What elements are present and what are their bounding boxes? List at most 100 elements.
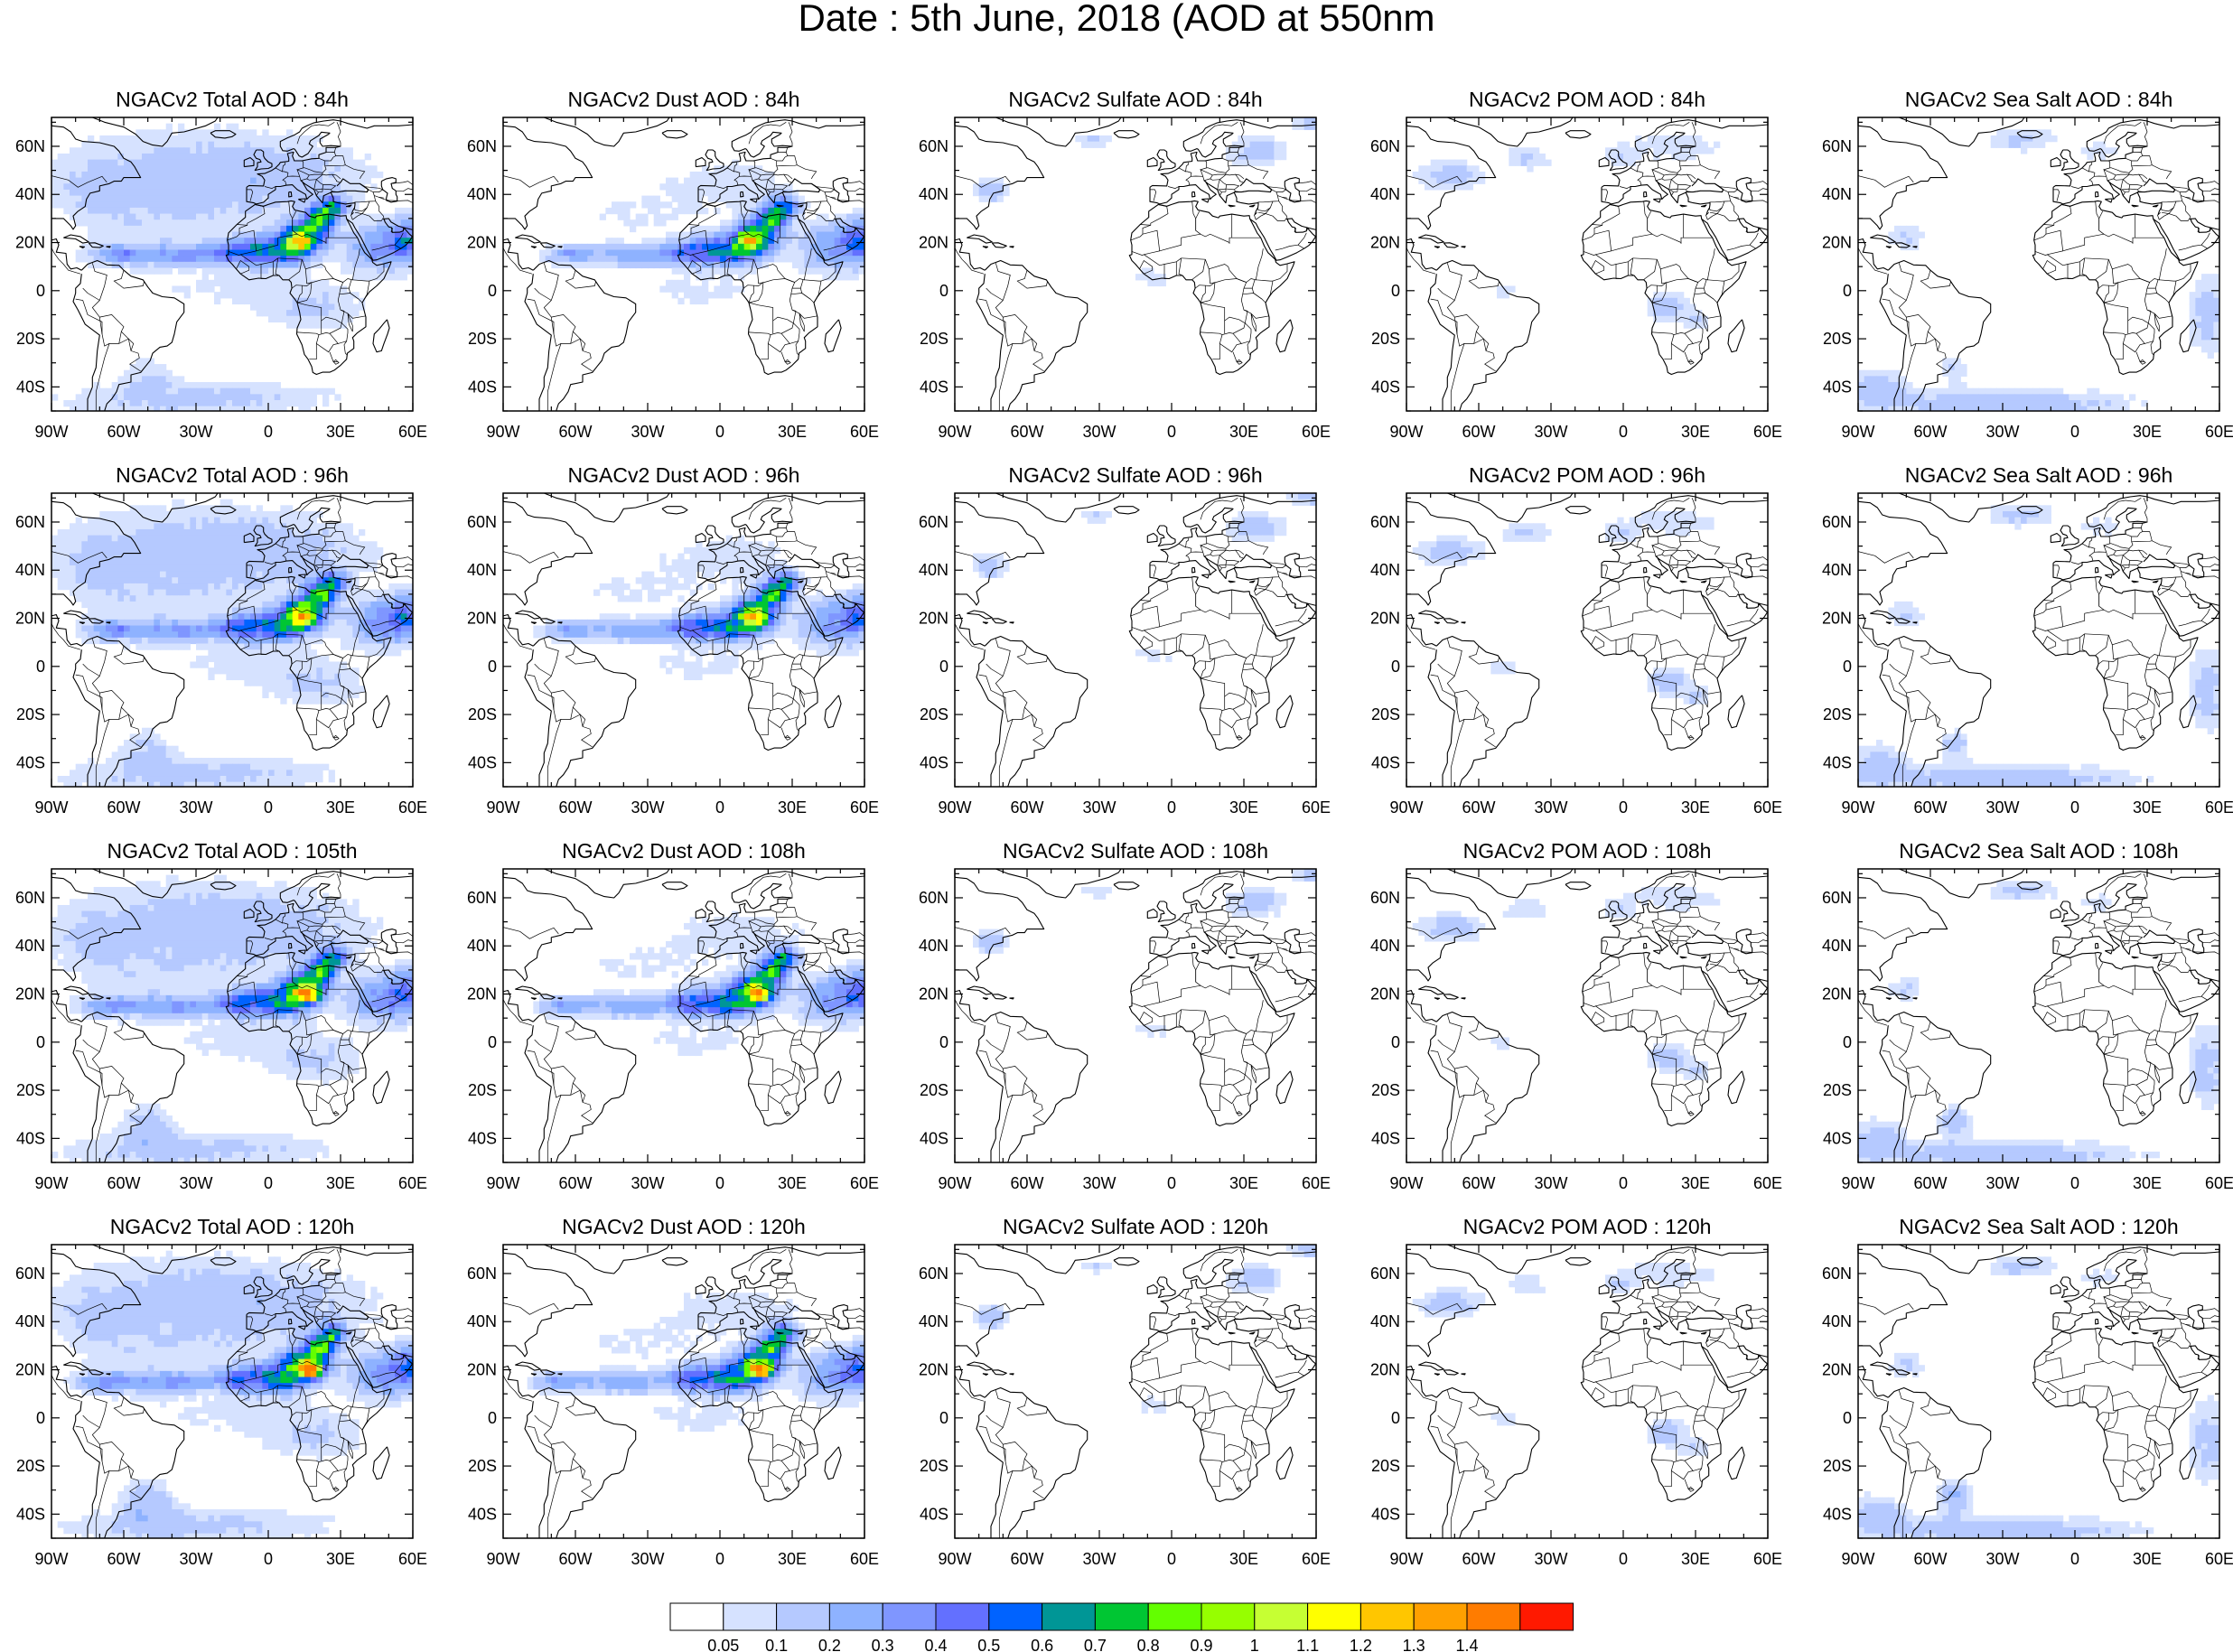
lat-tick-label: 0 bbox=[36, 1409, 45, 1427]
lon-tick-label: 60W bbox=[1010, 423, 1043, 441]
map-panel: NGACv2 Total AOD : 120h 90W 60W 30W 0 30E 60E 6… bbox=[15, 1215, 427, 1568]
colorbar-swatch bbox=[723, 1602, 778, 1631]
map-panel: NGACv2 Sulfate AOD : 120h 90W 60W 30W 0 30E 60… bbox=[919, 1215, 1331, 1568]
country-borders bbox=[503, 498, 864, 787]
lon-tick-label: 0 bbox=[1619, 1174, 1628, 1192]
lat-tick-label: 40N bbox=[467, 185, 497, 203]
lon-tick-label: 60W bbox=[1462, 423, 1495, 441]
lat-tick-label: 0 bbox=[1391, 1409, 1400, 1427]
panel-title: NGACv2 Total AOD : 84h bbox=[116, 88, 349, 111]
lon-tick-label: 30E bbox=[326, 423, 355, 441]
colorbar-swatch bbox=[1413, 1602, 1468, 1631]
lon-tick-label: 30W bbox=[1985, 798, 2019, 817]
coastlines bbox=[955, 493, 1316, 787]
lon-tick-label: 30E bbox=[778, 1550, 807, 1568]
panel-title: NGACv2 Total AOD : 105th bbox=[107, 839, 358, 863]
lon-tick-label: 60E bbox=[2205, 423, 2233, 441]
map-frame bbox=[954, 1244, 1317, 1539]
ticks bbox=[51, 493, 414, 788]
lon-tick-label: 30E bbox=[2133, 423, 2162, 441]
panel-title: NGACv2 Total AOD : 120h bbox=[110, 1215, 355, 1238]
panel-title: NGACv2 Sea Salt AOD : 96h bbox=[1905, 463, 2173, 487]
lat-tick-label: 20S bbox=[16, 1081, 45, 1099]
map-frame bbox=[1857, 868, 2220, 1163]
lat-tick-label: 20S bbox=[1371, 330, 1400, 348]
lon-tick-label: 60E bbox=[1302, 1550, 1331, 1568]
lon-tick-label: 0 bbox=[1167, 423, 1176, 441]
lon-tick-label: 60E bbox=[1302, 798, 1331, 817]
colorbar-label: 1.4 bbox=[1455, 1637, 1478, 1652]
lon-tick-label: 90W bbox=[938, 423, 971, 441]
panel-title: NGACv2 POM AOD : 96h bbox=[1469, 463, 1705, 487]
colorbar-swatch bbox=[1254, 1602, 1309, 1631]
colorbar-label: 0.05 bbox=[707, 1637, 739, 1652]
coastlines bbox=[1858, 1245, 2219, 1538]
lon-tick-label: 60E bbox=[850, 1174, 879, 1192]
coastlines bbox=[503, 1245, 864, 1538]
lat-tick-label: 40N bbox=[919, 1312, 948, 1330]
lon-tick-label: 90W bbox=[1841, 1550, 1874, 1568]
lat-tick-label: 20S bbox=[1823, 330, 1852, 348]
lat-tick-label: 60N bbox=[15, 1265, 45, 1283]
lon-tick-label: 30W bbox=[1082, 1550, 1116, 1568]
lat-tick-label: 40N bbox=[15, 185, 45, 203]
panel-title: NGACv2 Dust AOD : 84h bbox=[568, 88, 800, 111]
map-panel: NGACv2 POM AOD : 120h 90W 60W 30W 0 30E 60E 60N… bbox=[1370, 1215, 1782, 1568]
lon-tick-label: 60W bbox=[107, 1174, 140, 1192]
lon-tick-label: 60E bbox=[1302, 423, 1331, 441]
colorbar-label: 0.1 bbox=[765, 1637, 788, 1652]
coastlines bbox=[1858, 869, 2219, 1162]
lon-tick-label: 60W bbox=[107, 1550, 140, 1568]
colorbar-swatch bbox=[1094, 1602, 1149, 1631]
lon-tick-label: 60E bbox=[398, 423, 427, 441]
lon-tick-label: 90W bbox=[1841, 1174, 1874, 1192]
lon-tick-label: 30W bbox=[1985, 1174, 2019, 1192]
map-panel: NGACv2 POM AOD : 108h 90W 60W 30W 0 30E 60E 60N… bbox=[1370, 839, 1782, 1192]
lat-tick-label: 60N bbox=[15, 513, 45, 531]
lat-tick-label: 40S bbox=[16, 1505, 45, 1523]
colorbar-swatch bbox=[1466, 1602, 1521, 1631]
map-frame bbox=[502, 1244, 865, 1539]
lon-tick-label: 0 bbox=[264, 1174, 273, 1192]
map-frame bbox=[502, 117, 865, 412]
lat-tick-label: 40N bbox=[1370, 1312, 1400, 1330]
lat-tick-label: 20N bbox=[15, 610, 45, 628]
map-frame bbox=[51, 1244, 414, 1539]
lon-tick-label: 60E bbox=[1753, 1550, 1782, 1568]
lat-tick-label: 0 bbox=[939, 1409, 948, 1427]
colorbar-swatch bbox=[669, 1602, 724, 1631]
coastlines bbox=[503, 493, 864, 787]
lon-tick-label: 30E bbox=[1681, 1174, 1710, 1192]
lat-tick-label: 20N bbox=[467, 985, 497, 1003]
lat-tick-label: 20N bbox=[919, 610, 948, 628]
map-frame bbox=[954, 492, 1317, 788]
coastlines bbox=[1858, 493, 2219, 787]
country-borders bbox=[503, 873, 864, 1162]
lon-tick-label: 60W bbox=[1462, 1174, 1495, 1192]
lon-tick-label: 90W bbox=[34, 423, 68, 441]
lon-tick-label: 60W bbox=[558, 1174, 592, 1192]
lon-tick-label: 0 bbox=[1167, 1174, 1176, 1192]
lon-tick-label: 0 bbox=[264, 1550, 273, 1568]
country-borders bbox=[1858, 873, 2219, 1162]
lat-tick-label: 40N bbox=[1822, 1312, 1852, 1330]
map-panel: NGACv2 POM AOD : 84h 90W 60W 30W 0 30E 60E 60N 4… bbox=[1370, 88, 1782, 441]
lon-tick-label: 90W bbox=[486, 1174, 519, 1192]
country-borders bbox=[1858, 122, 2219, 411]
map-panel: NGACv2 Sea Salt AOD : 96h 90W 60W 30W 0 30E 60… bbox=[1822, 463, 2233, 817]
lat-tick-label: 20N bbox=[1370, 1361, 1400, 1379]
lat-tick-label: 60N bbox=[1822, 137, 1852, 155]
lon-tick-label: 60W bbox=[1913, 798, 1947, 817]
lon-tick-label: 90W bbox=[34, 1550, 68, 1568]
lon-tick-label: 60W bbox=[558, 423, 592, 441]
lon-tick-label: 30E bbox=[2133, 1550, 2162, 1568]
coastlines bbox=[955, 869, 1316, 1162]
lon-tick-label: 60E bbox=[1302, 1174, 1331, 1192]
lat-tick-label: 20N bbox=[919, 1361, 948, 1379]
lat-tick-label: 60N bbox=[15, 137, 45, 155]
panel-title: NGACv2 Sea Salt AOD : 108h bbox=[1899, 839, 2178, 863]
coastlines bbox=[503, 117, 864, 411]
map-panel: NGACv2 Dust AOD : 108h 90W 60W 30W 0 30E 60E 60… bbox=[467, 839, 879, 1192]
panel-title: NGACv2 POM AOD : 108h bbox=[1463, 839, 1712, 863]
